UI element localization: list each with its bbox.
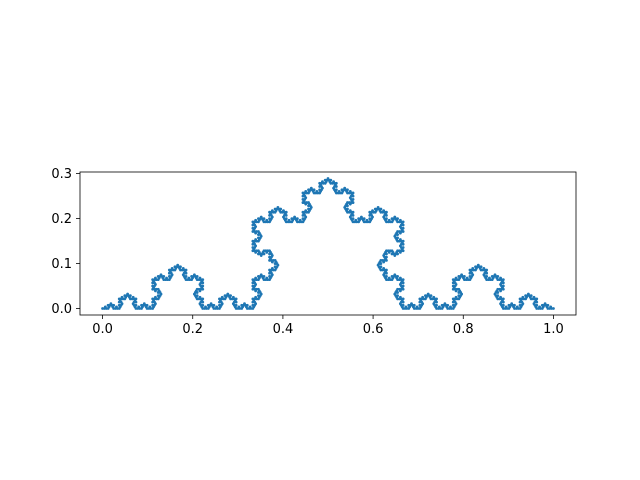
axes-frame [79,171,577,316]
axes: 0.0 0.2 0.4 0.6 0.8 1.0 0.0 0.1 0.2 0.3 [51,167,577,337]
x-tick-label: 0.2 [182,322,203,337]
koch-series-markers [101,177,555,310]
x-tick-label: 0.0 [92,322,113,337]
koch-series [101,177,555,310]
x-tick-label: 0.8 [453,322,474,337]
y-tick-label: 0.1 [51,257,72,272]
y-tick-label: 0.3 [51,167,72,182]
y-tick-label: 0.0 [51,302,72,317]
plot-area [101,177,555,310]
x-tick-label: 0.6 [363,322,384,337]
x-tick-label: 1.0 [543,322,564,337]
x-tick-label: 0.4 [273,322,294,337]
y-tick-label: 0.2 [51,212,72,227]
data-point [552,307,555,310]
